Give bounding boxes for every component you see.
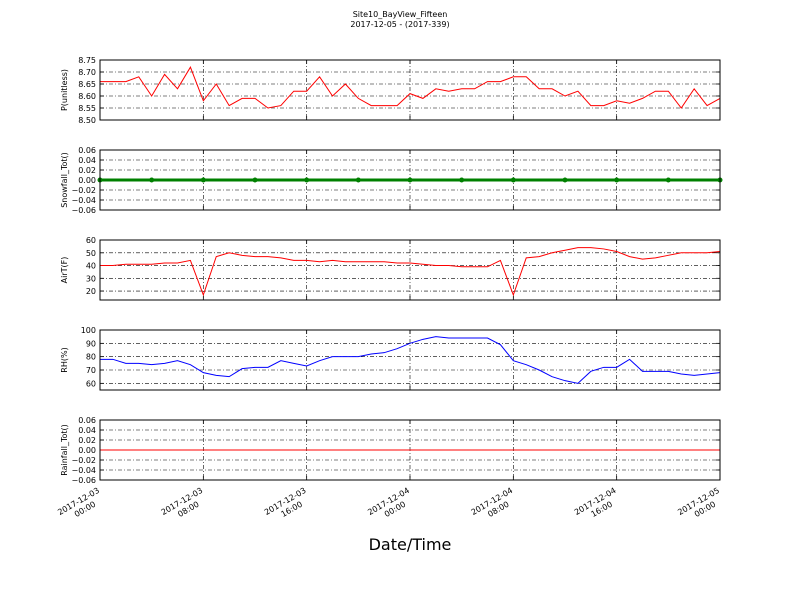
data-line: [100, 66, 721, 109]
y-tick-label: 70: [86, 366, 96, 375]
y-tick-label: 8.55: [78, 104, 96, 113]
data-point: [355, 177, 361, 183]
y-axis-label: RH(%): [60, 347, 69, 372]
data-line: [100, 247, 721, 297]
y-tick-label: 0.06: [78, 146, 96, 155]
y-axis-label: AirT(F): [60, 257, 69, 284]
plot-frame: [99, 329, 721, 391]
y-tick-label: 0.02: [78, 166, 96, 175]
data-point: [149, 177, 155, 183]
y-tick-label: −0.06: [71, 476, 96, 485]
y-tick-label: 100: [81, 326, 96, 335]
plot-frame: [99, 419, 721, 481]
y-tick-label: 0.04: [78, 156, 96, 165]
y-tick-label: 30: [86, 274, 96, 283]
y-tick-label: 0.02: [78, 436, 96, 445]
x-tick-label: 2017-12-0400:00: [366, 486, 416, 526]
plot-frame: [99, 59, 721, 121]
y-tick-label: 90: [86, 339, 96, 348]
y-tick-label: 60: [86, 379, 96, 388]
y-axis-label: P(unitless): [60, 69, 69, 111]
y-tick-label: 8.60: [78, 92, 96, 101]
y-tick-label: −0.06: [71, 206, 96, 215]
x-tick-label: 2017-12-0408:00: [470, 486, 520, 526]
y-tick-label: 40: [86, 262, 96, 271]
x-tick-label: 2017-12-0308:00: [160, 486, 210, 526]
y-tick-label: 8.50: [78, 116, 96, 125]
y-tick-label: 8.75: [78, 56, 96, 65]
x-tick-label: 2017-12-0416:00: [573, 486, 623, 526]
subtitle: 2017-12-05 - (2017-339): [350, 20, 449, 29]
y-tick-label: −0.04: [71, 196, 96, 205]
x-tick-label: 2017-12-0316:00: [263, 486, 313, 526]
y-tick-label: 8.65: [78, 80, 96, 89]
data-point: [200, 177, 206, 183]
data-point: [304, 177, 310, 183]
data-point: [614, 177, 620, 183]
y-tick-label: 0.06: [78, 416, 96, 425]
data-point: [459, 177, 465, 183]
data-point: [562, 177, 568, 183]
data-point: [252, 177, 258, 183]
data-point: [407, 177, 413, 183]
y-tick-label: 80: [86, 353, 96, 362]
y-tick-label: 50: [86, 249, 96, 258]
y-tick-label: 20: [86, 287, 96, 296]
data-line: [100, 336, 721, 384]
y-tick-label: −0.04: [71, 466, 96, 475]
y-axis-label: Rainfall_Tot(): [60, 424, 69, 476]
x-axis-label: Date/Time: [369, 535, 452, 554]
y-tick-label: 8.70: [78, 68, 96, 77]
y-tick-label: 0.00: [78, 446, 96, 455]
data-point: [510, 177, 516, 183]
y-tick-label: 0.04: [78, 426, 96, 435]
plot-frame: [99, 149, 721, 211]
title: Site10_BayView_Fifteen: [353, 10, 448, 19]
y-tick-label: −0.02: [71, 186, 96, 195]
x-tick-label: 2017-12-0300:00: [56, 486, 106, 526]
plot-frame: [99, 239, 721, 301]
data-point: [665, 177, 671, 183]
y-axis-label: Snowfall_Tot(): [60, 152, 69, 208]
y-tick-label: 60: [86, 236, 96, 245]
y-tick-label: −0.02: [71, 456, 96, 465]
x-tick-label: 2017-12-0500:00: [676, 486, 726, 526]
y-tick-label: 0.00: [78, 176, 96, 185]
